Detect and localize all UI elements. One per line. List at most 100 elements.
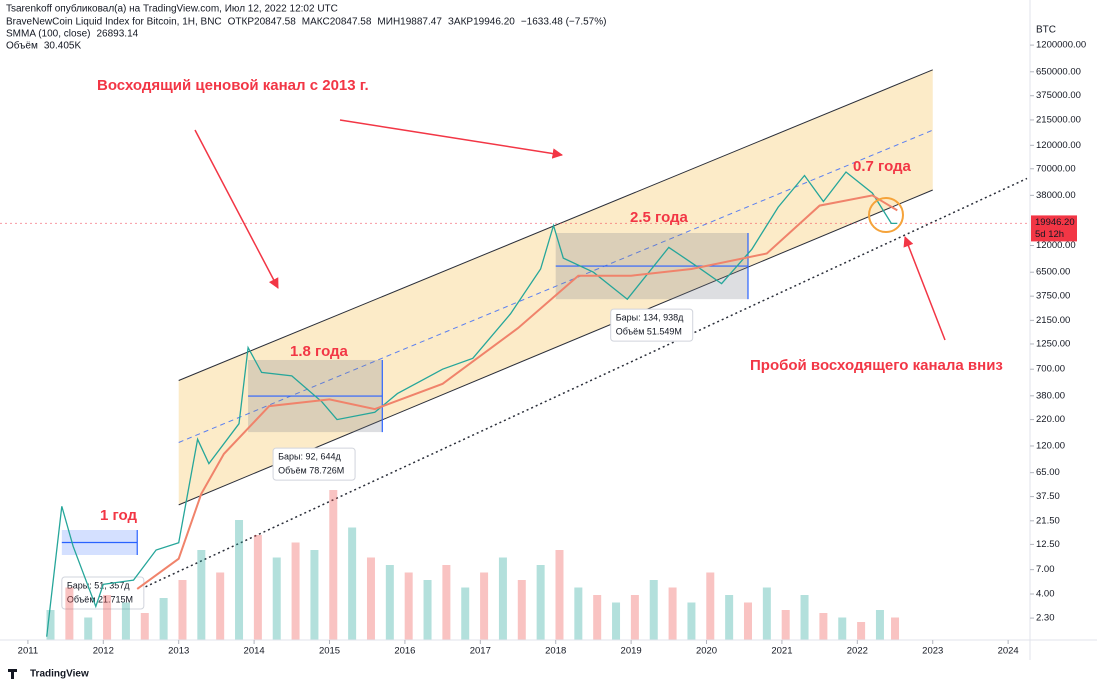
y-tick-label: 700.00	[1036, 364, 1065, 375]
annotation: 1 год	[100, 507, 138, 524]
measure-volume: Объём 21.715M	[67, 594, 133, 604]
volume-bar	[46, 610, 55, 640]
arrow	[194, 129, 279, 289]
volume-bar	[668, 587, 677, 640]
price-line	[46, 171, 898, 637]
x-tick-label: 2014	[244, 646, 265, 657]
volume-bar	[706, 572, 715, 640]
volume-bar	[461, 587, 470, 640]
volume-bar	[743, 602, 752, 640]
volume-bar	[649, 580, 658, 640]
volume-bar	[891, 617, 900, 640]
unit-label: BTC	[1036, 25, 1056, 36]
volume-bar	[593, 595, 602, 640]
symbol-name: BraveNewCoin Liquid Index for Bitcoin, 1…	[6, 17, 222, 28]
volume-bar	[197, 550, 206, 640]
volume-bar	[498, 557, 507, 640]
volume-bar	[235, 520, 244, 640]
volume-bar	[366, 557, 375, 640]
overlay	[194, 119, 946, 341]
x-tick-label: 2020	[696, 646, 717, 657]
volume-value: 30.405K	[44, 41, 82, 52]
volume-bar	[875, 610, 884, 640]
ohlc-value: 20847.58	[254, 17, 296, 28]
y-tick-label: 120.00	[1036, 440, 1065, 451]
volume-bar	[84, 617, 93, 640]
volume-bar	[630, 595, 639, 640]
volume-bar	[310, 550, 319, 640]
ohlc-label: ОТКР	[228, 17, 255, 28]
volume-bar	[348, 527, 357, 640]
highlight-circle	[868, 197, 904, 233]
arrow	[903, 236, 946, 341]
y-tick-label: 3750.00	[1036, 291, 1070, 302]
volume-bar	[536, 565, 545, 640]
x-tick-label: 2012	[93, 646, 114, 657]
y-tick-label: 38000.00	[1036, 190, 1076, 201]
measure-volume: Объём 78.726M	[278, 465, 344, 475]
volume-bar	[65, 587, 74, 640]
x-tick-label: 2018	[545, 646, 566, 657]
indicator-name: SMMA (100, close)	[6, 29, 90, 40]
volume-bar	[140, 613, 149, 640]
volume-bar	[555, 550, 564, 640]
volume-bar	[103, 595, 112, 640]
y-tick-label: 7.00	[1036, 564, 1055, 575]
y-tick-label: 120000.00	[1036, 140, 1081, 151]
volume-bar	[385, 565, 394, 640]
y-tick-label: 220.00	[1036, 414, 1065, 425]
volume-bar	[121, 602, 130, 640]
volume-bar	[291, 542, 300, 640]
measure-bars: Бары: 134, 938д	[616, 313, 684, 323]
y-tick-label: 380.00	[1036, 390, 1065, 401]
y-tick-label: 650000.00	[1036, 66, 1081, 77]
ohlc-value: 19946.20	[473, 17, 515, 28]
ohlc-label: МАКС	[302, 17, 330, 28]
channel-middle	[178, 129, 933, 443]
x-tick-label: 2024	[998, 646, 1019, 657]
y-tick-label: 2.30	[1036, 613, 1055, 624]
annotation: Пробой восходящего канала вниз	[750, 357, 1003, 374]
x-tick-label: 2019	[621, 646, 642, 657]
x-tick-label: 2015	[319, 646, 340, 657]
countdown: 5d 12h	[1035, 229, 1064, 240]
volume-label: Объём	[6, 40, 38, 52]
change: −1633.48 (−7.57%)	[521, 17, 607, 28]
author: Tsarenkoff опубликовал(а) на TradingView…	[6, 3, 338, 15]
y-tick-label: 215000.00	[1036, 114, 1081, 125]
volume-bar	[838, 617, 847, 640]
volume-bar	[272, 557, 281, 640]
volume-bar	[253, 535, 262, 640]
x-tick-label: 2021	[771, 646, 792, 657]
volume-bar	[574, 587, 583, 640]
annotation: 2.5 года	[630, 209, 689, 226]
last-price-label: 19946.20	[1035, 217, 1075, 228]
y-tick-label: 12000.00	[1036, 240, 1076, 251]
volume-bar	[442, 565, 451, 640]
volume-bar	[329, 490, 338, 640]
measure-bars: Бары: 92, 644д	[278, 451, 341, 461]
y-tick-label: 1250.00	[1036, 338, 1070, 349]
y-tick-label: 70000.00	[1036, 163, 1076, 174]
volume-bar	[423, 580, 432, 640]
volume-bar	[725, 595, 734, 640]
x-tick-label: 2023	[922, 646, 943, 657]
y-tick-label: 12.50	[1036, 539, 1060, 550]
volume-bar	[517, 580, 526, 640]
plot-area: Бары: 51, 357д Объём 21.715M Бары: 92, 644…	[0, 69, 1030, 640]
ohlc-label: ЗАКР	[448, 17, 474, 28]
volume-bar	[781, 610, 790, 640]
annotation: Восходящий ценовой канал с 2013 г.	[97, 77, 369, 94]
y-tick-label: 6500.00	[1036, 267, 1070, 278]
volume-bar	[612, 602, 621, 640]
y-tick-label: 37.50	[1036, 491, 1060, 502]
y-tick-label: 65.00	[1036, 467, 1060, 478]
logo	[8, 669, 17, 679]
volume-bar	[762, 587, 771, 640]
volume-bar	[857, 622, 866, 640]
footer: TradingView	[30, 669, 89, 680]
x-tick-label: 2022	[847, 646, 868, 657]
ohlc-label: МИН	[377, 17, 400, 28]
ohlc-value: 20847.58	[330, 17, 372, 28]
